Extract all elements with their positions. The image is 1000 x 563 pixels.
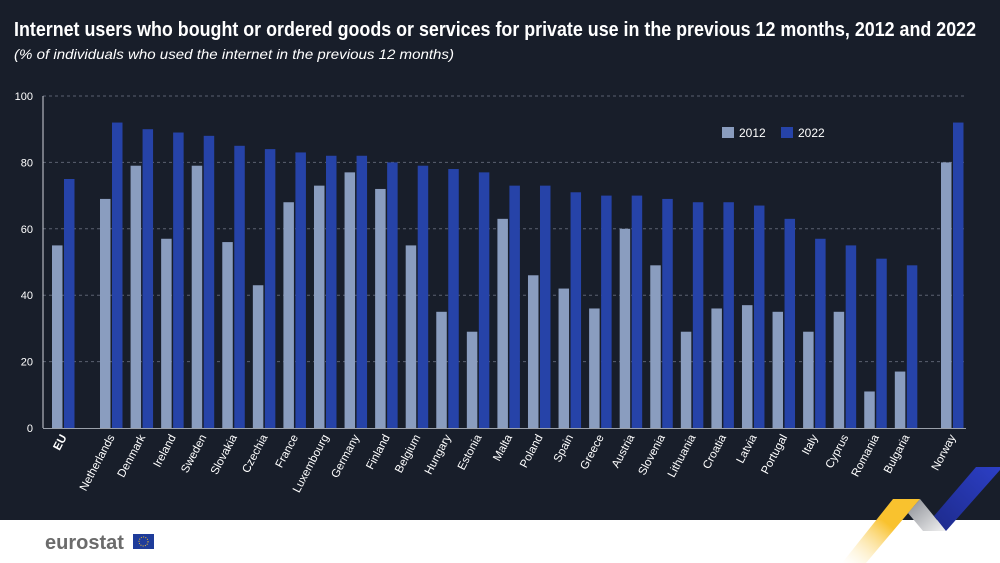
bar-2012-france xyxy=(283,202,294,428)
eurostat-logo-text: eurostat xyxy=(45,532,124,554)
bar-2022-netherlands xyxy=(112,122,123,428)
bar-2012-netherlands xyxy=(100,198,111,428)
y-axis-ticks: 0 20 40 60 80 100 xyxy=(15,91,33,435)
bar-2012-bulgaria xyxy=(894,371,906,428)
bar-2012-italy xyxy=(803,331,814,428)
chart-subtitle: (% of individuals who used the internet … xyxy=(14,46,454,62)
eu-stars-icon xyxy=(138,536,149,547)
bar-2012-eu xyxy=(52,245,63,428)
y-tick-label: 20 xyxy=(21,357,33,369)
chart-title: Internet users who bought or ordered goo… xyxy=(14,19,976,41)
bar-2012-spain xyxy=(558,288,570,428)
y-tick-label: 80 xyxy=(21,157,33,169)
bar-2012-slovenia xyxy=(650,265,661,428)
y-tick-label: 0 xyxy=(27,423,33,435)
bar-2022-czechia xyxy=(264,149,276,428)
y-tick-label: 100 xyxy=(15,91,33,103)
bar-2022-bulgaria xyxy=(906,265,918,428)
bar-2022-norway xyxy=(953,122,964,428)
bar-2012-slovakia xyxy=(222,242,233,428)
bar-2012-luxembourg xyxy=(313,185,325,428)
bar-2022-ireland xyxy=(173,132,184,428)
bar-2022-lithuania xyxy=(692,202,704,428)
bar-2022-croatia xyxy=(723,202,734,428)
bar-2022-slovakia xyxy=(234,145,245,429)
bar-2022-sweden xyxy=(203,135,215,428)
bar-2012-latvia xyxy=(741,305,753,428)
bar-2012-estonia xyxy=(466,331,478,428)
decorative-corner-graphic xyxy=(842,467,1000,563)
bar-2022-luxembourg xyxy=(325,155,337,428)
bar-2012-belgium xyxy=(405,245,417,428)
bar-2022-finland xyxy=(387,162,398,428)
bar-2022-malta xyxy=(509,185,520,428)
bar-2022-romania xyxy=(876,258,887,428)
legend-swatch-2022 xyxy=(781,127,793,138)
bar-2022-portugal xyxy=(784,218,796,428)
bar-2022-estonia xyxy=(478,172,490,428)
bar-2012-lithuania xyxy=(680,331,692,428)
bar-2012-austria xyxy=(619,228,631,428)
bar-2012-croatia xyxy=(711,308,722,428)
bar-2022-cyprus xyxy=(845,245,857,428)
eurostat-logo: eurostat xyxy=(45,532,154,554)
bar-2012-greece xyxy=(589,308,600,428)
bar-2012-ireland xyxy=(161,238,172,428)
bar-2012-malta xyxy=(497,218,508,428)
y-tick-label: 60 xyxy=(21,224,33,236)
bar-2012-finland xyxy=(375,188,386,428)
bar-2012-portugal xyxy=(772,311,784,428)
bar-2012-germany xyxy=(344,172,356,428)
bar-2022-slovenia xyxy=(662,198,673,428)
bar-2012-denmark xyxy=(130,165,142,428)
bars xyxy=(52,122,964,429)
bar-2022-austria xyxy=(631,195,643,428)
bar-2012-hungary xyxy=(436,311,447,428)
bar-2022-italy xyxy=(815,238,826,428)
bar-2022-latvia xyxy=(753,205,765,428)
bar-2022-france xyxy=(295,152,306,428)
bar-2012-poland xyxy=(527,275,539,428)
bar-2022-poland xyxy=(539,185,551,428)
eu-flag-icon xyxy=(133,534,154,549)
bar-2012-czechia xyxy=(252,285,264,428)
legend-label-2012: 2012 xyxy=(739,126,766,140)
legend-swatch-2012 xyxy=(722,127,734,138)
bar-2022-spain xyxy=(570,192,582,428)
bar-2022-hungary xyxy=(448,169,459,429)
bar-2022-eu xyxy=(64,179,75,428)
bar-2022-denmark xyxy=(142,129,154,428)
legend-label-2022: 2022 xyxy=(798,126,825,140)
bar-2022-greece xyxy=(601,195,612,428)
bar-2012-sweden xyxy=(191,165,203,428)
bar-2022-belgium xyxy=(417,165,429,428)
y-tick-label: 40 xyxy=(21,290,33,302)
legend: 2012 2022 xyxy=(722,126,825,140)
bar-2012-norway xyxy=(941,162,952,428)
bar-2012-romania xyxy=(864,391,875,428)
bar-2022-germany xyxy=(356,155,368,428)
bar-2012-cyprus xyxy=(833,311,845,428)
